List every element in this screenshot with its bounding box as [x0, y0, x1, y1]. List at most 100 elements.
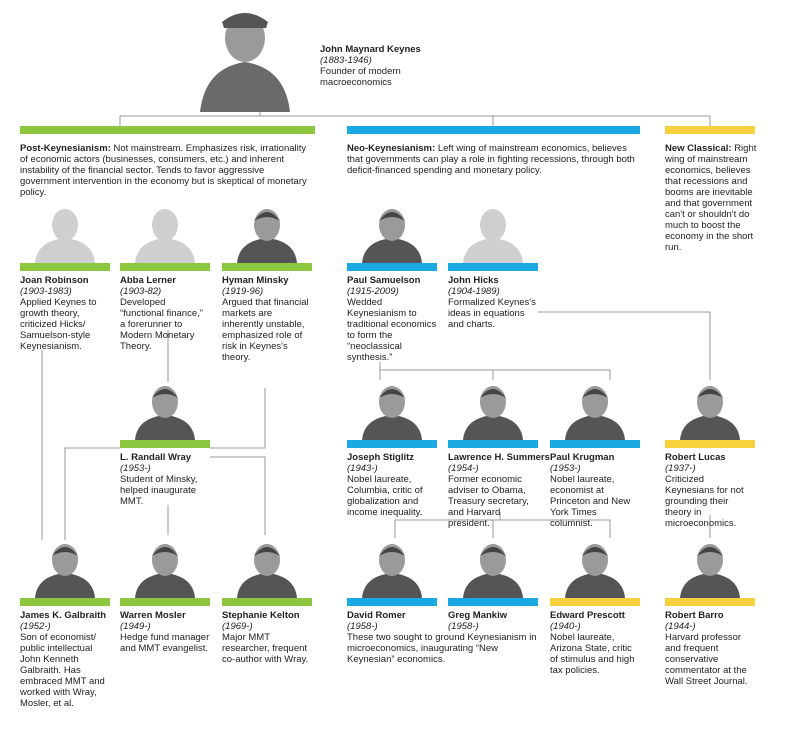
connector [64, 447, 120, 540]
person-name: Robert Lucas [665, 452, 726, 463]
person-name: Robert Barro [665, 610, 724, 621]
school-description: Not mainstream. Emphasizes risk, irratio… [20, 143, 307, 198]
root-description: Founder of modern macroeconomics [320, 66, 401, 88]
person-name: Warren Mosler [120, 610, 186, 621]
silhouette [35, 209, 95, 263]
person-years: (1958-) [448, 621, 479, 632]
school-description: Right wing of mainstream economics, beli… [665, 143, 757, 253]
portrait [680, 544, 740, 598]
person-bar [20, 598, 110, 606]
person-description: Nobel laureate, Arizona State, critic of… [550, 632, 635, 676]
school-bar [347, 126, 640, 134]
person-bar [448, 263, 538, 271]
person-bar [20, 263, 110, 271]
person-years: (1940-) [550, 621, 581, 632]
person-description: Harvard professor and frequent conservat… [665, 632, 748, 687]
person-name: John Hicks [448, 275, 499, 286]
school-text: Neo-Keynesianism: Left wing of mainstrea… [347, 143, 642, 176]
person-years: (1958-) [347, 621, 378, 632]
school-bar [665, 126, 755, 134]
person-description: Criticized Keynesians for not grounding … [665, 474, 744, 529]
person-description: Argued that financial markets are inhere… [222, 297, 309, 363]
connector [167, 456, 266, 535]
person-years: (1944-) [665, 621, 696, 632]
person-description: Developed “functional finance,” a foreru… [120, 297, 203, 352]
connector [394, 512, 611, 538]
person-years: (1915-2009) [347, 286, 399, 297]
silhouette [463, 209, 523, 263]
person-years: (1952-) [20, 621, 51, 632]
person-bar [550, 440, 640, 448]
school-label: New Classical: [665, 143, 732, 154]
person-name: Abba Lerner [120, 275, 176, 286]
person-years: (1954-) [448, 463, 479, 474]
person-description: Former economic adviser to Obama, Treasu… [448, 474, 529, 529]
portrait [565, 386, 625, 440]
person-bar [222, 598, 312, 606]
root-portrait [200, 13, 290, 112]
person-bar [120, 263, 210, 271]
person-name: Stephanie Kelton [222, 610, 300, 621]
person-description: Nobel laureate, Columbia, critic of glob… [347, 474, 423, 518]
portrait [463, 386, 523, 440]
root-name: John Maynard Keynes [320, 44, 421, 55]
person-name: David Romer [347, 610, 406, 621]
person-description: Hedge fund manager and MMT evangelist. [120, 632, 210, 654]
person-description: Applied Keynes to growth theory, critici… [20, 297, 97, 352]
person-years: (1943-) [347, 463, 378, 474]
portrait [237, 544, 297, 598]
person-bar [448, 598, 538, 606]
connector [379, 362, 611, 380]
person-description: Wedded Keynesianism to traditional econo… [347, 297, 437, 363]
person-name: Hyman Minsky [222, 275, 289, 286]
silhouette [135, 209, 195, 263]
portrait [135, 386, 195, 440]
person-name: Lawrence H. Summers [448, 452, 550, 463]
person-years: (1953-) [120, 463, 151, 474]
school-label: Post-Keynesianism: [20, 143, 111, 154]
portrait [237, 209, 297, 263]
person-bar [347, 440, 437, 448]
portrait [362, 544, 422, 598]
person-name: Greg Mankiw [448, 610, 508, 621]
person-bar [222, 263, 312, 271]
person-bar [347, 263, 437, 271]
person-years: (1937-) [665, 463, 696, 474]
person-name: Joseph Stiglitz [347, 452, 415, 463]
person-name: Paul Samuelson [347, 275, 421, 286]
person-bar [665, 598, 755, 606]
person-name: L. Randall Wray [120, 452, 192, 463]
portrait [463, 544, 523, 598]
person-description: Nobel laureate, economist at Princeton a… [550, 474, 631, 529]
person-years: (1919-96) [222, 286, 264, 297]
person-bar [120, 440, 210, 448]
person-description: Formalized Keynes's ideas in equations a… [448, 297, 536, 330]
root-years: (1883-1946) [320, 55, 372, 66]
person-years: (1903-82) [120, 286, 162, 297]
connector [538, 311, 711, 380]
person-bar [448, 440, 538, 448]
person-years: (1903-1983) [20, 286, 72, 297]
person-name: Edward Prescott [550, 610, 625, 621]
person-name: Paul Krugman [550, 452, 615, 463]
person-years: (1953-) [550, 463, 581, 474]
portrait [135, 544, 195, 598]
school-label: Neo-Keynesianism: [347, 143, 436, 154]
person-years: (1969-) [222, 621, 253, 632]
person-years: (1904-1989) [448, 286, 500, 297]
school-description: Left wing of mainstream economics, belie… [347, 143, 635, 176]
school-text: Post-Keynesianism: Not mainstream. Empha… [20, 143, 310, 198]
person-bar [120, 598, 210, 606]
portrait [680, 386, 740, 440]
person-name: Joan Robinson [20, 275, 89, 286]
connector [210, 388, 266, 449]
person-bar [347, 598, 437, 606]
person-bar [550, 598, 640, 606]
portrait [565, 544, 625, 598]
person-description: Major MMT researcher, frequent co-author… [222, 632, 309, 665]
portrait [362, 209, 422, 263]
person-description: Student of Minsky, helped inaugurate MMT… [120, 474, 198, 507]
school-bar [20, 126, 315, 134]
